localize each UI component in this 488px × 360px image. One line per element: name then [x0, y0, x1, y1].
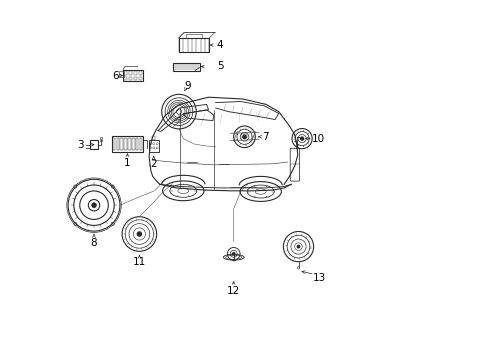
Bar — [134, 77, 137, 80]
Text: 10: 10 — [311, 134, 324, 144]
Bar — [179, 38, 209, 52]
Bar — [148, 139, 159, 152]
Circle shape — [92, 203, 96, 207]
Bar — [241, 134, 247, 138]
Text: 4: 4 — [216, 40, 223, 50]
Circle shape — [243, 135, 245, 139]
Bar — [132, 138, 134, 150]
Bar — [173, 63, 200, 71]
Bar — [119, 71, 123, 77]
Bar — [120, 138, 123, 150]
Text: 11: 11 — [132, 257, 146, 267]
Bar — [139, 71, 142, 75]
Bar — [129, 71, 132, 75]
Text: 13: 13 — [312, 273, 325, 283]
Bar — [116, 138, 119, 150]
Text: 9: 9 — [184, 81, 190, 91]
Bar — [123, 70, 142, 81]
Text: 12: 12 — [226, 286, 239, 296]
Bar — [124, 77, 127, 80]
Text: 8: 8 — [90, 238, 97, 248]
Bar — [100, 137, 102, 141]
Bar — [112, 136, 142, 152]
Bar — [186, 34, 202, 38]
Text: 6: 6 — [112, 71, 119, 81]
Bar — [124, 71, 127, 75]
Bar — [129, 77, 132, 80]
Bar — [113, 138, 115, 150]
Bar — [139, 77, 142, 80]
Bar — [128, 138, 130, 150]
Bar — [134, 71, 137, 75]
Text: 3: 3 — [77, 140, 84, 150]
Bar — [124, 138, 127, 150]
Bar — [139, 138, 142, 150]
Circle shape — [297, 246, 299, 248]
Circle shape — [232, 253, 234, 255]
Bar — [90, 140, 98, 149]
Text: 2: 2 — [150, 159, 157, 169]
Text: 5: 5 — [216, 61, 223, 71]
Circle shape — [300, 137, 303, 140]
Bar — [136, 138, 138, 150]
Text: 1: 1 — [124, 158, 131, 168]
Circle shape — [137, 232, 141, 236]
Text: 7: 7 — [262, 132, 268, 142]
Bar — [152, 136, 155, 140]
